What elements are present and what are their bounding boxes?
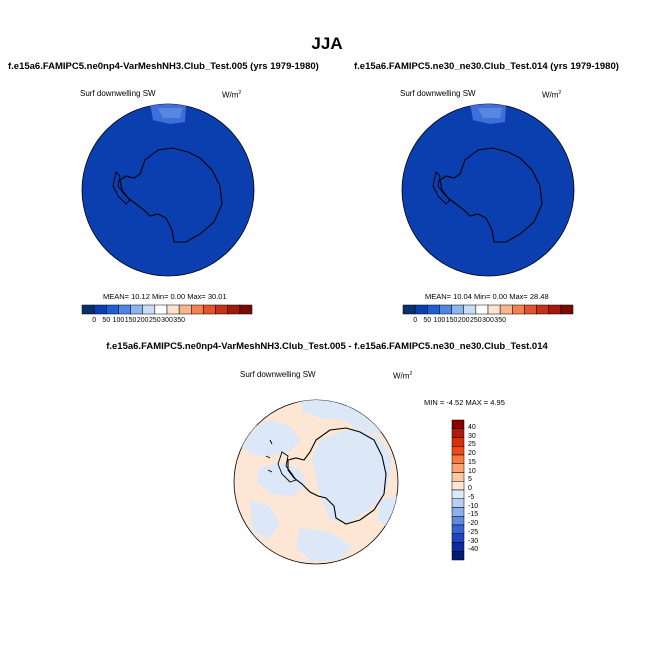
colorbar-tick-label: 300 [161, 317, 173, 324]
panel-2-case-title: f.e15a6.FAMIPC5.ne30_ne30.Club_Test.014 … [354, 61, 619, 72]
panel-1-variable: Surf downwelling SW [80, 89, 156, 98]
colorbar-tick-label: 50 [423, 317, 432, 324]
colorbar-cell [451, 428, 465, 438]
colorbar-tick-label: 10 [468, 467, 476, 475]
colorbar-tick-label: 30 [468, 432, 476, 440]
colorbar-tick-label: 200 [457, 317, 470, 324]
colorbar-cell [451, 489, 465, 499]
colorbar-tick-label: 150 [445, 317, 458, 324]
colorbar-tick-label: 15 [468, 458, 476, 466]
colorbar-tick-label: 20 [468, 450, 476, 457]
colorbar-tick-label: -5 [468, 493, 475, 501]
colorbar-cell [560, 304, 574, 315]
colorbar-tick-label: -10 [468, 502, 479, 510]
colorbar-tick-label: 5 [468, 476, 472, 484]
colorbar-tick-label: 150 [124, 317, 137, 324]
colorbar-tick-label: 25 [468, 441, 476, 449]
colorbar-cell [451, 551, 465, 561]
panel-1-units: W/m2 [222, 90, 242, 100]
panel-2-units: W/m2 [542, 90, 562, 100]
antarctica-outline [119, 147, 223, 243]
colorbar-tick-label: -20 [468, 520, 479, 527]
colorbar-cell [451, 481, 465, 491]
colorbar-cell [451, 446, 465, 456]
colorbar-tick-label: 350 [494, 317, 506, 324]
antarctica-outline [439, 147, 543, 243]
antarctica-outline [287, 427, 387, 525]
colorbar-tick-label: -15 [468, 511, 479, 519]
panel-2-variable: Surf downwelling SW [400, 89, 476, 98]
colorbar-tick-label: 40 [468, 423, 476, 431]
plot-title: JJA [311, 34, 343, 53]
colorbar-cell [451, 498, 465, 508]
panel-1-case-title: f.e15a6.FAMIPC5.ne0np4-VarMeshNH3.Club_T… [8, 61, 319, 72]
colorbar-tick-label: 200 [136, 317, 149, 324]
diff-variable: Surf downwelling SW [240, 370, 316, 379]
colorbar-cell [451, 507, 465, 517]
colorbar-tick-label: 50 [102, 317, 111, 324]
colorbar-tick-label: 0 [92, 317, 97, 324]
panel-1-stats: MEAN= 10.12 Min= 0.00 Max= 30.01 [103, 292, 227, 301]
colorbar-tick-label: 350 [173, 317, 185, 324]
colorbar-tick-label: -25 [468, 528, 479, 536]
colorbar-tick-label: 100 [433, 317, 446, 324]
colorbar-cell [239, 304, 253, 315]
colorbar-tick-label: 0 [413, 317, 418, 324]
colorbar-tick-label: 0 [468, 485, 472, 492]
colorbar-tick-label: -30 [468, 537, 479, 545]
colorbar-tick-label: -40 [468, 546, 479, 554]
colorbar-cell [451, 516, 465, 526]
colorbar-tick-label: 250 [149, 317, 161, 324]
colorbar-cell [451, 533, 465, 543]
colorbar-cell [451, 419, 465, 429]
colorbar-cell [451, 524, 465, 534]
diff-stats: MIN = -4.52 MAX = 4.95 [424, 398, 505, 407]
colorbar-cell [451, 463, 465, 473]
panel-2-stats: MEAN= 10.04 Min= 0.00 Max= 28.48 [425, 292, 549, 301]
diff-units: W/m2 [393, 371, 413, 381]
colorbar-cell [451, 472, 465, 482]
colorbar-cell [451, 437, 465, 447]
colorbar-cell [451, 542, 465, 552]
colorbar-tick-label: 250 [470, 317, 482, 324]
colorbar-tick-label: 300 [482, 317, 494, 324]
colorbar-tick-label: 100 [112, 317, 125, 324]
diff-title: f.e15a6.FAMIPC5.ne0np4-VarMeshNH3.Club_T… [106, 341, 548, 352]
colorbar-cell [451, 454, 465, 464]
colorbar-main-1-cells [81, 304, 253, 315]
